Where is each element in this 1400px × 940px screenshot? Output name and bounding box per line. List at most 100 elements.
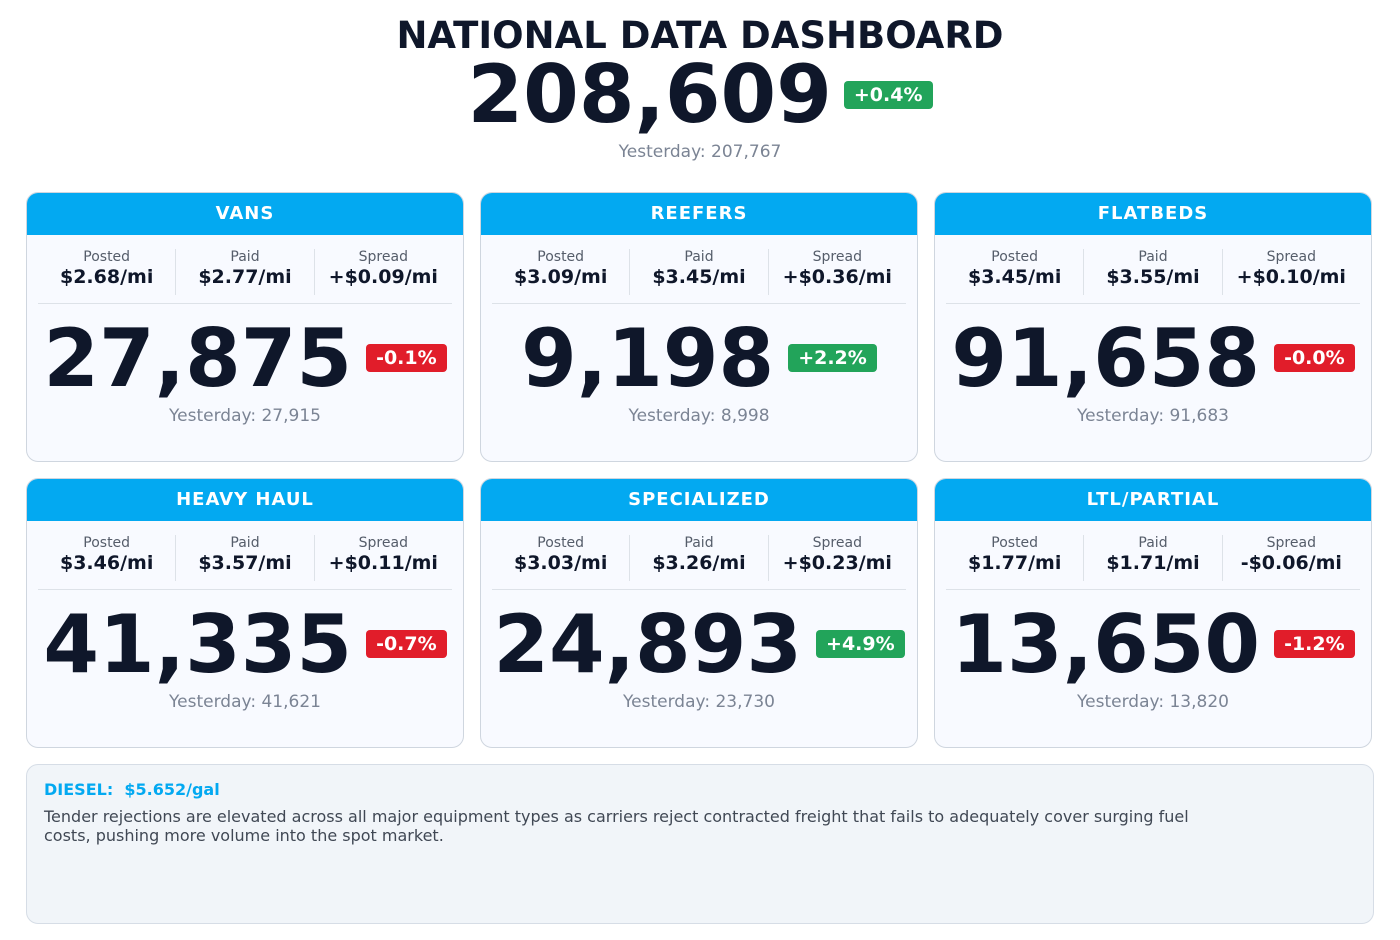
- metrics: Posted $2.68/mi Paid $2.77/mi Spread +$0.09/m…: [38, 249, 452, 304]
- metric: Posted $1.77/mi: [946, 535, 1083, 581]
- metric-value: +$0.23/mi: [782, 552, 892, 574]
- metric-value: $2.68/mi: [59, 266, 154, 288]
- count: 27,875: [43, 311, 353, 405]
- metric-label: Paid: [1138, 249, 1168, 265]
- metric-value: +$0.09/mi: [328, 266, 438, 288]
- change-badge: -0.7%: [366, 630, 447, 658]
- metric-value: +$0.10/mi: [1236, 266, 1346, 288]
- count-row: 9,198 +2.2%: [481, 310, 917, 406]
- metric-label: Paid: [230, 535, 260, 551]
- metric-label: Paid: [684, 249, 714, 265]
- yesterday: Yesterday: 13,820: [1077, 692, 1229, 712]
- card: SPECIALIZED Posted $3.03/mi Paid $3.26/mi Spr…: [480, 478, 918, 748]
- card-header: SPECIALIZED: [481, 479, 917, 521]
- diesel: DIESEL: $5.652/gal: [44, 780, 220, 799]
- change-badge: -1.2%: [1274, 630, 1355, 658]
- total-row: 208,609 +0.4%: [0, 50, 1400, 140]
- diesel-price: $5.652/gal: [124, 780, 220, 799]
- yesterday: Yesterday: 27,915: [169, 406, 321, 426]
- metric: Spread +$0.23/mi: [767, 535, 906, 581]
- change-badge: +4.9%: [816, 630, 905, 658]
- metric: Paid $1.71/mi: [1083, 535, 1221, 581]
- metric-value: $3.09/mi: [513, 266, 608, 288]
- metric: Paid $3.45/mi: [629, 249, 767, 295]
- total: 208,609: [467, 48, 832, 141]
- metric-label: Posted: [537, 249, 585, 265]
- count-row: 27,875 -0.1%: [27, 310, 463, 406]
- metric: Paid $2.77/mi: [175, 249, 313, 295]
- count: 91,658: [951, 311, 1261, 405]
- metric-label: Spread: [812, 535, 862, 551]
- metric: Paid $3.57/mi: [175, 535, 313, 581]
- count: 41,335: [43, 597, 353, 691]
- card-header: VANS: [27, 193, 463, 235]
- yesterday: Yesterday: 41,621: [169, 692, 321, 712]
- count: 13,650: [951, 597, 1261, 691]
- metrics: Posted $3.46/mi Paid $3.57/mi Spread +$0.11/m…: [38, 535, 452, 590]
- metric-value: $2.77/mi: [198, 266, 292, 288]
- metric-value: $1.77/mi: [967, 552, 1062, 574]
- metric: Spread +$0.10/mi: [1221, 249, 1360, 295]
- change-badge: -0.0%: [1274, 344, 1355, 372]
- metric-value: +$0.11/mi: [328, 552, 438, 574]
- title: NATIONAL DATA DASHBOARD: [396, 14, 1004, 57]
- metric-label: Paid: [1138, 535, 1168, 551]
- card-header: HEAVY HAUL: [27, 479, 463, 521]
- metric-value: $3.45/mi: [652, 266, 746, 288]
- metric-value: $3.57/mi: [198, 552, 292, 574]
- yesterday: Yesterday: 91,683: [1077, 406, 1229, 426]
- metric-label: Posted: [83, 249, 131, 265]
- yesterday: Yesterday: 8,998: [628, 406, 770, 426]
- metric-label: Posted: [991, 535, 1039, 551]
- metric-label: Spread: [812, 249, 862, 265]
- metric-value: $1.71/mi: [1106, 552, 1200, 574]
- card: LTL/PARTIAL Posted $1.77/mi Paid $1.71/mi Spr…: [934, 478, 1372, 748]
- metric-label: Spread: [358, 249, 408, 265]
- metric-label: Paid: [684, 535, 714, 551]
- metric: Spread +$0.09/mi: [313, 249, 452, 295]
- count-row: 41,335 -0.7%: [27, 596, 463, 692]
- metric-label: Posted: [537, 535, 585, 551]
- card-header: LTL/PARTIAL: [935, 479, 1371, 521]
- metric: Paid $3.55/mi: [1083, 249, 1221, 295]
- metric: Posted $3.46/mi: [38, 535, 175, 581]
- metric: Posted $2.68/mi: [38, 249, 175, 295]
- card-header: REEFERS: [481, 193, 917, 235]
- metric-value: -$0.06/mi: [1240, 552, 1342, 574]
- metric-label: Spread: [1266, 249, 1316, 265]
- metric-value: $3.55/mi: [1106, 266, 1200, 288]
- metric-label: Spread: [1266, 535, 1316, 551]
- card: FLATBEDS Posted $3.45/mi Paid $3.55/mi Spread…: [934, 192, 1372, 462]
- metric-value: $3.45/mi: [967, 266, 1062, 288]
- count: 9,198: [521, 311, 775, 405]
- card: HEAVY HAUL Posted $3.46/mi Paid $3.57/mi Spre…: [26, 478, 464, 748]
- metric-value: +$0.36/mi: [782, 266, 892, 288]
- metrics: Posted $3.09/mi Paid $3.45/mi Spread +$0.36/m…: [492, 249, 906, 304]
- count: 24,893: [493, 597, 803, 691]
- metric-label: Posted: [83, 535, 131, 551]
- metric-label: Posted: [991, 249, 1039, 265]
- count-row: 13,650 -1.2%: [935, 596, 1371, 692]
- count-row: 91,658 -0.0%: [935, 310, 1371, 406]
- metric: Spread +$0.11/mi: [313, 535, 452, 581]
- metric: Posted $3.03/mi: [492, 535, 629, 581]
- metrics: Posted $3.45/mi Paid $3.55/mi Spread +$0.10/m…: [946, 249, 1360, 304]
- card: VANS Posted $2.68/mi Paid $2.77/mi Spread +$0.…: [26, 192, 464, 462]
- card: REEFERS Posted $3.09/mi Paid $3.45/mi Spread +…: [480, 192, 918, 462]
- metric: Posted $3.45/mi: [946, 249, 1083, 295]
- count-row: 24,893 +4.9%: [481, 596, 917, 692]
- yesterday: Yesterday: 23,730: [623, 692, 775, 712]
- metric-label: Spread: [358, 535, 408, 551]
- metrics: Posted $3.03/mi Paid $3.26/mi Spread +$0.23/m…: [492, 535, 906, 590]
- metric-value: $3.03/mi: [513, 552, 608, 574]
- diesel-label: DIESEL:: [44, 780, 114, 799]
- change-badge: +0.4%: [843, 81, 933, 109]
- metric: Spread -$0.06/mi: [1221, 535, 1360, 581]
- metric-label: Paid: [230, 249, 260, 265]
- card-header: FLATBEDS: [935, 193, 1371, 235]
- metric-value: $3.26/mi: [652, 552, 746, 574]
- metric: Posted $3.09/mi: [492, 249, 629, 295]
- metric: Spread +$0.36/mi: [767, 249, 906, 295]
- change-badge: +2.2%: [788, 344, 877, 372]
